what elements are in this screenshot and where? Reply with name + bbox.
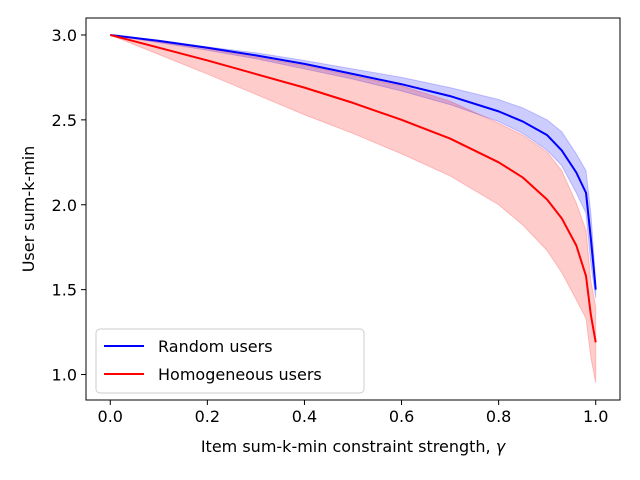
legend: Random users Homogeneous users bbox=[95, 328, 365, 394]
line-series-0 bbox=[110, 33, 597, 290]
x-axis-label-text: Item sum-k-min constraint strength, bbox=[201, 437, 496, 456]
plot-frame bbox=[85, 17, 621, 401]
x-axis-label-symbol: γ bbox=[496, 437, 507, 456]
legend-label-0: Random users bbox=[158, 337, 273, 356]
y-tick-label: 1.0 bbox=[52, 366, 77, 385]
y-tick-label: 2.0 bbox=[52, 196, 77, 215]
series-lines bbox=[110, 33, 597, 343]
y-tick-label: 1.5 bbox=[52, 281, 77, 300]
legend-label-1: Homogeneous users bbox=[158, 365, 322, 384]
legend-box bbox=[95, 328, 365, 394]
y-tick-label: 2.5 bbox=[52, 111, 77, 130]
x-tick-label: 0.8 bbox=[486, 407, 511, 426]
x-tick-label: 0.4 bbox=[292, 407, 317, 426]
x-tick-label: 1.0 bbox=[583, 407, 608, 426]
line-series-1 bbox=[110, 34, 597, 343]
x-tick-label: 0.0 bbox=[98, 407, 123, 426]
x-axis: 0.0 0.2 0.4 0.6 0.8 1.0 bbox=[98, 400, 608, 426]
x-tick-label: 0.2 bbox=[195, 407, 220, 426]
x-tick-label: 0.6 bbox=[389, 407, 414, 426]
band-series-1 bbox=[110, 34, 597, 384]
x-axis-label: Item sum-k-min constraint strength, γ bbox=[201, 437, 507, 456]
y-tick-label: 3.0 bbox=[52, 26, 77, 45]
y-axis: 1.0 1.5 2.0 2.5 3.0 bbox=[52, 26, 86, 385]
y-axis-label: User sum-k-min bbox=[19, 146, 38, 273]
